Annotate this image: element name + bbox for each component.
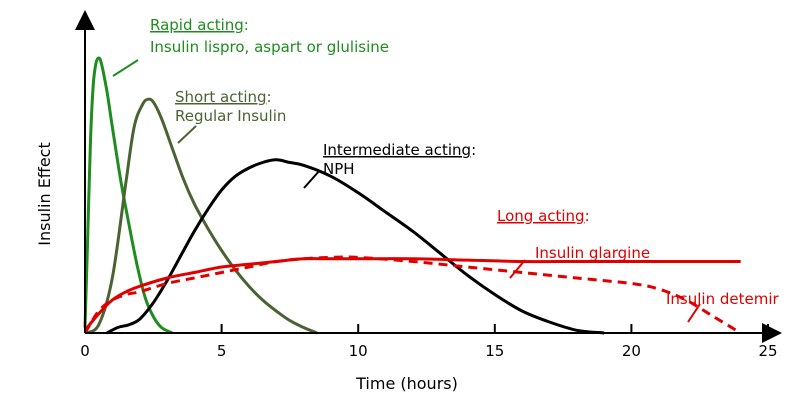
detemir-leader-line bbox=[687, 303, 701, 323]
x-tick-label: 5 bbox=[217, 342, 227, 360]
annotation-short-names: Regular Insulin bbox=[175, 107, 286, 125]
glargine-leader-line bbox=[509, 259, 526, 279]
x-ticks: 0 5 10 15 20 25 bbox=[80, 324, 778, 360]
series-line-intermediate bbox=[106, 158, 605, 335]
short-leader-line bbox=[177, 125, 197, 144]
series-line-rapid bbox=[83, 56, 174, 335]
annotation-rapid-title: Rapid acting: bbox=[150, 16, 249, 34]
annotation-long-title: Long acting: bbox=[497, 207, 590, 225]
annotation-glargine-name: Insulin glargine bbox=[535, 244, 650, 262]
x-axis-title: Time (hours) bbox=[355, 374, 458, 393]
annotation-inter-title: Intermediate acting: bbox=[323, 141, 476, 159]
series-line-glargine bbox=[83, 257, 741, 332]
x-tick-label: 10 bbox=[349, 342, 368, 360]
x-tick-label: 0 bbox=[80, 342, 90, 360]
annotation-detemir-name: Insulin detemir bbox=[666, 290, 780, 308]
annotations: Rapid acting: Insulin lispro, aspart or g… bbox=[150, 16, 780, 308]
series-line-short bbox=[84, 97, 318, 335]
y-axis-title: Insulin Effect bbox=[35, 142, 54, 246]
rapid-leader-line bbox=[112, 59, 139, 77]
annotation-rapid-names: Insulin lispro, aspart or glulisine bbox=[150, 38, 389, 56]
x-tick-label: 25 bbox=[758, 342, 777, 360]
inter-leader-line bbox=[303, 169, 321, 189]
x-tick-label: 20 bbox=[622, 342, 641, 360]
curves-layer bbox=[83, 56, 742, 335]
series-line-detemir bbox=[83, 255, 742, 335]
annotation-short-title: Short acting: bbox=[175, 88, 272, 106]
x-tick-label: 15 bbox=[485, 342, 504, 360]
annotation-inter-names: NPH bbox=[323, 160, 355, 178]
